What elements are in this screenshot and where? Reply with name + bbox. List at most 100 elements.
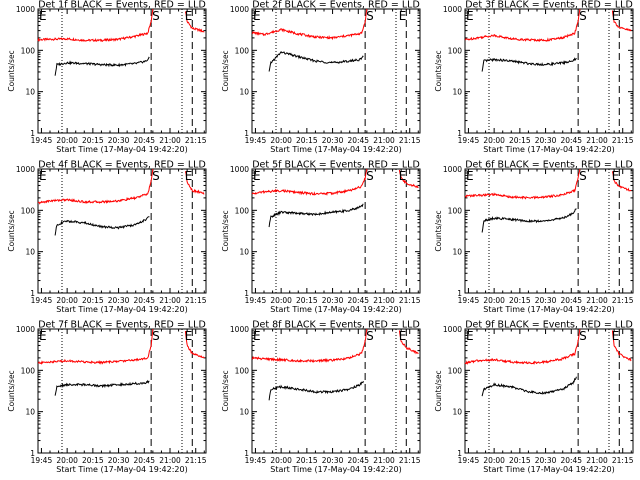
events-series-line	[481, 208, 577, 233]
detector-panel-2: Det 2f BLACK = Events, RED = LLD 1 10 100 10…	[221, 0, 421, 154]
y-tick-label: 1	[244, 129, 249, 138]
y-tick-label: 1000	[16, 5, 35, 14]
lld-series-line	[251, 168, 368, 196]
x-tick-label: 21:00	[159, 136, 181, 145]
events-series-line	[54, 56, 150, 76]
y-tick-label: 10	[239, 88, 249, 97]
x-tick-label: 20:15	[82, 456, 104, 465]
marker-e: E	[399, 329, 407, 343]
marker-e: E	[185, 329, 193, 343]
marker-e: E	[39, 9, 47, 23]
marker-e: E	[466, 9, 474, 23]
x-tick-label: 20:30	[322, 456, 344, 465]
y-tick-label: 10	[452, 248, 462, 257]
y-tick-label: 1	[30, 449, 35, 458]
panel-title: Det 2f BLACK = Events, RED = LLD	[252, 0, 420, 11]
marker-s: S	[579, 329, 587, 343]
x-tick-label: 21:15	[399, 456, 421, 465]
x-tick-label: 20:45	[133, 456, 155, 465]
x-tick-label: 21:00	[586, 456, 608, 465]
marker-e: E	[185, 169, 193, 183]
x-tick-label: 20:45	[347, 296, 369, 305]
y-tick-label: 100	[448, 366, 463, 375]
x-axis-label: Start Time (17-May-04 19:42:20)	[56, 145, 187, 154]
y-tick-label: 1000	[443, 5, 462, 14]
y-tick-label: 1	[244, 289, 249, 298]
x-axis-label: Start Time (17-May-04 19:42:20)	[270, 145, 401, 154]
panel-title: Det 8f BLACK = Events, RED = LLD	[252, 320, 420, 331]
events-series-line	[54, 379, 150, 396]
events-series-line	[268, 380, 364, 401]
marker-s: S	[152, 329, 160, 343]
marker-e: E	[253, 169, 261, 183]
panel-title: Det 1f BLACK = Events, RED = LLD	[38, 0, 206, 11]
x-tick-label: 20:15	[509, 456, 531, 465]
marker-s: S	[366, 9, 374, 23]
y-axis-label: Counts/sec	[434, 50, 443, 91]
x-tick-label: 21:15	[185, 136, 207, 145]
x-axis-label: Start Time (17-May-04 19:42:20)	[483, 305, 614, 314]
marker-s: S	[366, 169, 374, 183]
marker-s: S	[152, 169, 160, 183]
x-tick-label: 20:00	[270, 136, 292, 145]
marker-e: E	[39, 329, 47, 343]
x-tick-label: 20:30	[108, 456, 130, 465]
plot-frame	[464, 328, 634, 454]
lld-series-line	[184, 330, 205, 359]
x-tick-label: 20:15	[82, 136, 104, 145]
y-axis-label: Counts/sec	[7, 370, 16, 411]
y-tick-label: 100	[235, 206, 250, 215]
y-tick-label: 1000	[443, 325, 462, 334]
x-tick-label: 20:30	[535, 296, 557, 305]
y-tick-label: 100	[21, 206, 36, 215]
y-tick-label: 100	[235, 46, 250, 55]
x-axis-label: Start Time (17-May-04 19:42:20)	[270, 305, 401, 314]
x-tick-label: 21:00	[586, 296, 608, 305]
plot-frame	[251, 328, 421, 454]
lld-series-line	[464, 328, 581, 365]
marker-e: E	[612, 9, 620, 23]
y-tick-label: 100	[448, 46, 463, 55]
x-tick-label: 20:45	[560, 456, 582, 465]
plot-frame	[464, 8, 634, 134]
x-axis-label: Start Time (17-May-04 19:42:20)	[270, 465, 401, 474]
plot-frame	[251, 8, 421, 134]
y-tick-label: 10	[452, 88, 462, 97]
marker-e: E	[399, 9, 407, 23]
lld-series-line	[37, 8, 154, 43]
marker-s: S	[366, 329, 374, 343]
x-tick-label: 19:45	[458, 296, 480, 305]
x-tick-label: 19:45	[245, 296, 267, 305]
lld-series-line	[611, 330, 632, 362]
y-axis-label: Counts/sec	[221, 50, 230, 91]
marker-e: E	[185, 9, 193, 23]
x-tick-label: 20:45	[133, 136, 155, 145]
y-tick-label: 1	[244, 449, 249, 458]
x-tick-label: 20:30	[108, 136, 130, 145]
panel-title: Det 7f BLACK = Events, RED = LLD	[38, 320, 206, 331]
panel-title: Det 6f BLACK = Events, RED = LLD	[465, 160, 633, 171]
marker-e: E	[466, 169, 474, 183]
x-tick-label: 19:45	[31, 136, 53, 145]
x-tick-label: 19:45	[458, 456, 480, 465]
x-tick-label: 21:15	[612, 296, 634, 305]
y-axis-label: Counts/sec	[7, 50, 16, 91]
marker-e: E	[466, 329, 474, 343]
lld-series-line	[464, 168, 581, 200]
y-tick-label: 100	[448, 206, 463, 215]
y-tick-label: 1000	[230, 165, 249, 174]
x-tick-label: 20:00	[56, 136, 78, 145]
x-tick-label: 20:45	[347, 456, 369, 465]
y-tick-label: 1	[457, 129, 462, 138]
y-axis-label: Counts/sec	[434, 210, 443, 251]
detector-panel-5: Det 5f BLACK = Events, RED = LLD 1 10 100 10…	[221, 160, 421, 315]
x-tick-label: 20:15	[509, 136, 531, 145]
y-tick-label: 1000	[230, 325, 249, 334]
lld-series-line	[251, 8, 368, 41]
detector-panel-6: Det 6f BLACK = Events, RED = LLD 1 10 100 10…	[434, 160, 634, 315]
detector-panel-8: Det 8f BLACK = Events, RED = LLD 1 10 100 10…	[221, 320, 421, 475]
y-axis-label: Counts/sec	[434, 370, 443, 411]
marker-s: S	[579, 9, 587, 23]
events-series-line	[481, 376, 577, 397]
x-tick-label: 20:00	[270, 296, 292, 305]
